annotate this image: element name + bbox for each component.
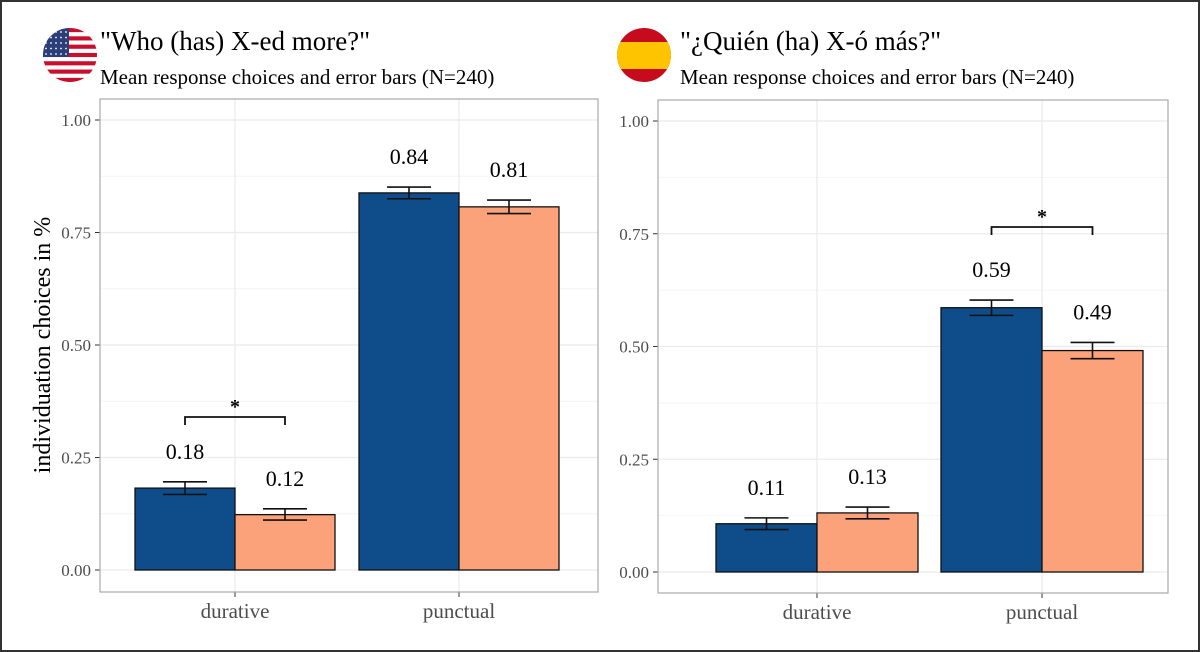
chart-subtitle: Mean response choices and error bars (N=…	[680, 65, 1074, 89]
x-tick-label: punctual	[423, 599, 495, 623]
bar-punctual-series-1	[940, 307, 1043, 573]
x-tick-label: durative	[201, 599, 270, 623]
y-tick-label: 0.25	[619, 450, 649, 469]
significance-label: *	[230, 396, 240, 418]
error-bar	[845, 506, 890, 520]
x-tick-label: punctual	[1006, 600, 1078, 624]
y-tick-label: 0.25	[61, 449, 91, 468]
error-bar	[487, 199, 531, 215]
bar-durative-series-1	[134, 487, 236, 571]
chart-subtitle: Mean response choices and error bars (N=…	[100, 65, 494, 89]
data-label: 0.49	[1073, 299, 1112, 324]
data-label: 0.11	[748, 475, 786, 500]
y-tick-label: 0.75	[61, 224, 91, 243]
x-tick-label: durative	[783, 600, 852, 624]
error-bar	[263, 507, 307, 521]
y-tick-label: 0.00	[619, 563, 649, 582]
bar-durative-series-1	[715, 523, 818, 573]
y-tick-label: 0.50	[619, 338, 649, 357]
error-bar	[969, 299, 1014, 317]
y-axis-label: individuation choices in %	[30, 217, 56, 474]
plot-border	[657, 99, 1169, 594]
chart-title: "Who (has) X-ed more?"	[100, 26, 370, 56]
chart-panel-1: "Who (has) X-ed more?" Mean response choi…	[43, 26, 599, 623]
significance-bracket	[990, 226, 1094, 235]
chart-title: "¿Quién (ha) X-ó más?"	[680, 26, 941, 56]
us-flag-icon	[43, 28, 97, 82]
data-label: 0.18	[166, 439, 205, 464]
y-tick-label: 0.50	[61, 336, 91, 355]
bar-durative-series-2	[234, 514, 336, 571]
y-tick-label: 0.00	[61, 561, 91, 580]
plot-border	[99, 98, 599, 593]
chart-panel-2: "¿Quién (ha) X-ó más?" Mean response choi…	[617, 26, 1169, 624]
significance-label: *	[1037, 206, 1047, 228]
data-label: 0.59	[972, 257, 1011, 282]
error-bar	[1070, 341, 1115, 360]
data-label: 0.12	[266, 466, 305, 491]
bar-punctual-series-2	[458, 206, 560, 571]
bar-durative-series-2	[816, 512, 919, 573]
y-tick-label: 1.00	[61, 111, 91, 130]
y-tick-label: 0.75	[619, 225, 649, 244]
data-label: 0.13	[848, 464, 887, 489]
error-bar	[387, 186, 431, 200]
significance-bracket	[184, 416, 286, 425]
data-label: 0.84	[390, 144, 429, 169]
data-label: 0.81	[490, 157, 529, 182]
bar-punctual-series-2	[1041, 349, 1144, 573]
bar-punctual-series-1	[358, 192, 460, 571]
spain-flag-icon	[617, 28, 671, 82]
y-tick-label: 1.00	[619, 112, 649, 131]
error-bar	[744, 517, 789, 531]
error-bar	[163, 480, 207, 496]
